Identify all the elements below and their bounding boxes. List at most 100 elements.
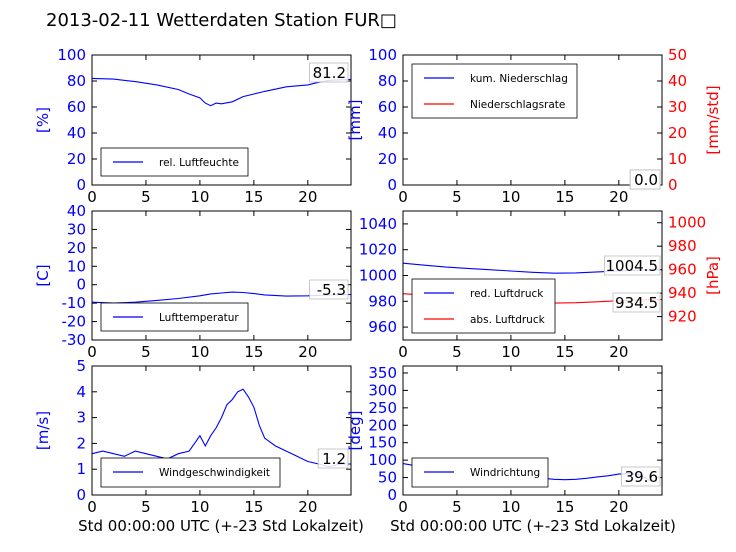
value-label-box: [317, 448, 349, 469]
y2-axis-label: [mm/std]: [704, 85, 722, 154]
y2-tick-label: 980: [668, 237, 697, 255]
y-tick-label: 1020: [359, 241, 397, 259]
x-tick-label: 5: [141, 188, 151, 206]
y-tick-label: 80: [378, 72, 397, 90]
legend-label: red. Luftdruck: [470, 288, 544, 300]
y-tick-label: 3: [76, 409, 86, 427]
x-tick-label: 5: [141, 498, 151, 516]
plot-frame: [91, 54, 352, 186]
x-tick-label: 10: [190, 343, 209, 361]
y-tick-label: 100: [368, 46, 397, 64]
y-tick-label: 60: [378, 98, 397, 116]
y-tick-label: -20: [62, 313, 87, 331]
y2-axis-label: [hPa]: [704, 256, 722, 295]
temperature-panel: 0 5 10 15 20-30-20-10010203040[C]Lufttempera…: [34, 202, 352, 361]
value-label-box: [629, 169, 661, 190]
y-axis-label: [mm]: [346, 100, 364, 141]
y-tick-label: 0: [387, 486, 397, 504]
y-tick-label: 20: [67, 150, 86, 168]
y-tick-label: 5: [76, 357, 86, 375]
figure-title: 2013-02-11 Wetterdaten Station FUR□: [46, 10, 397, 31]
legend-label: Windgeschwindigkeit: [159, 467, 270, 479]
y-tick-label: 250: [368, 399, 397, 417]
y2-tick-label: 30: [668, 98, 687, 116]
x-tick-label: 20: [298, 498, 317, 516]
y-tick-label: 40: [67, 202, 86, 220]
y-tick-label: 1040: [359, 215, 397, 233]
x-tick-label: 10: [190, 188, 209, 206]
series-line-lufttemperatur: [91, 291, 352, 304]
x-tick-label: 10: [501, 498, 520, 516]
x-tick-label: 15: [555, 188, 574, 206]
y-tick-label: 40: [67, 124, 86, 142]
value-label-box: [612, 292, 661, 313]
x-tick-label: 0: [398, 343, 408, 361]
value-label: 81.2: [313, 64, 346, 82]
x-tick-label: 0: [398, 188, 408, 206]
y-tick-label: 0: [387, 176, 397, 194]
y2-tick-label: 20: [668, 124, 687, 142]
y2-tick-label: 0: [668, 176, 678, 194]
x-tick-label: 20: [609, 498, 628, 516]
value-label-box: [309, 279, 349, 300]
y-tick-label: 1000: [359, 267, 397, 285]
y-axis-label: [C]: [34, 264, 52, 286]
y-tick-label: -10: [62, 294, 87, 312]
x-axis-label-left: Std 00:00:00 UTC (+-23 Std Lokalzeit): [78, 517, 364, 535]
y-tick-label: 200: [368, 416, 397, 434]
y-tick-label: 350: [368, 364, 397, 382]
value-label: 1004.5: [606, 257, 659, 275]
x-tick-label: 5: [452, 343, 462, 361]
y-tick-label: -30: [62, 331, 87, 349]
y-tick-label: 980: [368, 292, 397, 310]
value-label-box: [309, 62, 349, 83]
y-tick-label: 960: [368, 318, 397, 336]
x-tick-label: 10: [190, 498, 209, 516]
y2-tick-label: 960: [668, 261, 697, 279]
x-tick-label: 20: [609, 188, 628, 206]
x-tick-label: 5: [452, 498, 462, 516]
y-tick-label: 50: [378, 469, 397, 487]
legend-label: Windrichtung: [470, 467, 540, 479]
legend-box: [100, 302, 249, 332]
y-axis-label: [deg]: [346, 411, 364, 451]
x-tick-label: 0: [87, 343, 97, 361]
x-tick-label: 15: [244, 498, 263, 516]
x-tick-label: 0: [87, 498, 97, 516]
y2-tick-label: 940: [668, 284, 697, 302]
plot-frame: [402, 365, 663, 496]
x-axis-label-right: Std 00:00:00 UTC (+-23 Std Lokalzeit): [390, 517, 676, 535]
series-line-rel-luftfeuchte: [91, 77, 352, 107]
y-tick-label: 10: [67, 257, 86, 275]
y-tick-label: 30: [67, 220, 86, 238]
x-tick-label: 15: [555, 343, 574, 361]
legend-label: Lufttemperatur: [159, 312, 239, 324]
x-tick-label: 5: [452, 188, 462, 206]
y-tick-label: 100: [57, 46, 86, 64]
y-axis-label: [m/s]: [34, 411, 52, 450]
legend-box: [411, 63, 578, 119]
x-tick-label: 20: [298, 188, 317, 206]
y-tick-label: 150: [368, 434, 397, 452]
y2-tick-label: 40: [668, 72, 687, 90]
y-tick-label: 0: [76, 276, 86, 294]
x-tick-label: 10: [501, 188, 520, 206]
plot-frame: [91, 365, 352, 496]
value-label: 39.6: [625, 468, 658, 486]
plot-frame: [91, 210, 352, 341]
x-tick-label: 10: [501, 343, 520, 361]
y-tick-label: 1: [76, 460, 86, 478]
y-tick-label: 60: [67, 98, 86, 116]
y-tick-label: 4: [76, 383, 86, 401]
y-tick-label: 300: [368, 381, 397, 399]
x-tick-label: 20: [298, 343, 317, 361]
legend-label: kum. Niederschlag: [470, 73, 568, 85]
wind-direction-panel: 0 5 10 15 20050100150200250300350[deg]Windri…: [346, 364, 663, 516]
x-tick-label: 5: [141, 343, 151, 361]
x-tick-label: 15: [244, 343, 263, 361]
y-tick-label: 40: [378, 124, 397, 142]
value-label-box: [621, 466, 661, 487]
x-tick-label: 0: [398, 498, 408, 516]
plot-frame: [402, 54, 663, 186]
